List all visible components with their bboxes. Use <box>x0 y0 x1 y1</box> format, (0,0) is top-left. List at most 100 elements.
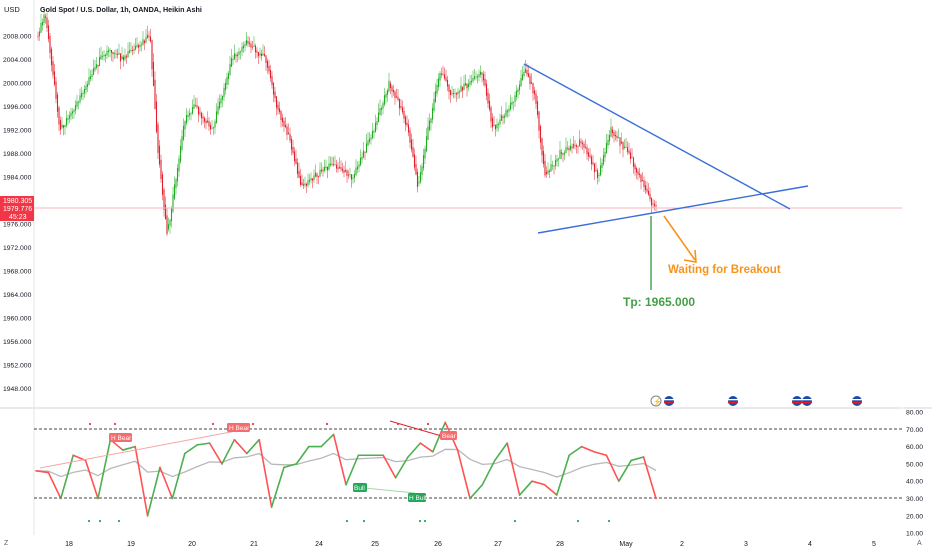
breakout-arrow[interactable] <box>663 215 697 263</box>
event-flags[interactable]: ⚡ <box>650 395 862 407</box>
price-tick-label: 2000.000 <box>3 81 32 88</box>
candle-body <box>160 159 162 180</box>
candle-body <box>58 107 60 125</box>
candle-body <box>166 215 168 235</box>
candle-body <box>211 127 213 129</box>
osc-tick-label: 70.00 <box>906 427 923 434</box>
candle-body <box>389 83 392 88</box>
candle-body <box>370 137 372 140</box>
candle-body <box>428 120 431 130</box>
candle-body <box>44 16 47 18</box>
osc-segment <box>84 459 99 500</box>
candle-body <box>82 93 84 95</box>
candle-body <box>560 152 563 154</box>
candle-body <box>521 74 524 81</box>
candle-body <box>526 70 528 75</box>
candle-body <box>254 45 257 53</box>
time-tick-label: 28 <box>556 541 564 548</box>
candle-body <box>40 22 42 33</box>
us-flag-icon[interactable] <box>802 396 812 406</box>
candle-body <box>137 45 140 48</box>
h-bear-label-1[interactable]: H Bear <box>109 433 132 442</box>
candle-body <box>365 143 368 153</box>
candle-body <box>274 91 276 99</box>
osc-segment <box>221 438 236 465</box>
bear-label[interactable]: Bear <box>440 431 457 440</box>
candle-body <box>212 127 215 129</box>
candle-body <box>533 90 536 95</box>
us-flag-icon[interactable] <box>852 396 862 406</box>
lower-trendline[interactable] <box>537 185 809 234</box>
candle-body <box>197 106 200 115</box>
candle-body <box>310 178 312 181</box>
candle-body <box>424 148 426 159</box>
candle-body <box>271 76 273 85</box>
bull-dot <box>576 519 580 523</box>
candle-body <box>95 64 98 68</box>
candle-body <box>346 170 348 177</box>
candle-body <box>238 51 240 55</box>
corner-label-z[interactable]: Z <box>4 540 9 547</box>
upper-trendline[interactable] <box>523 63 791 210</box>
us-flag-icon[interactable] <box>664 396 674 406</box>
candle-body <box>124 55 126 60</box>
candle-body <box>326 166 329 171</box>
candle-body <box>487 92 489 104</box>
bull-dot <box>423 519 427 523</box>
time-tick-label: May <box>619 541 633 548</box>
candle-body <box>380 108 383 110</box>
osc-signal-dots <box>87 422 611 523</box>
osc-segment <box>506 442 521 496</box>
candle-body <box>499 119 501 125</box>
breakout-annotation[interactable]: Waiting for Breakout <box>668 264 781 276</box>
h-bear-label-2[interactable]: H Bear <box>227 423 250 432</box>
candle-body <box>584 146 587 148</box>
candle-body <box>481 72 483 75</box>
candle-body <box>80 93 83 98</box>
candle-body <box>260 53 263 57</box>
candle-body <box>383 95 386 105</box>
candle-body <box>496 123 498 129</box>
candle-body <box>575 145 578 147</box>
candle-body <box>113 53 116 55</box>
candle-body <box>176 167 179 182</box>
event-icon[interactable] <box>650 395 662 407</box>
candle-body <box>298 171 300 178</box>
candle-body <box>589 155 591 158</box>
candle-body <box>553 165 555 167</box>
price-tick-label: 1960.000 <box>3 316 32 323</box>
corner-label-a[interactable]: A <box>917 540 922 547</box>
osc-segment <box>134 445 149 517</box>
candle-body <box>64 125 66 128</box>
candle-body <box>649 193 651 200</box>
candle-body <box>38 31 41 37</box>
candle-body <box>367 140 369 146</box>
candle-body <box>356 166 359 170</box>
time-tick-label: 3 <box>744 541 748 548</box>
candle-body <box>188 113 191 116</box>
us-flag-icon[interactable] <box>728 396 738 406</box>
candle-body <box>136 44 138 47</box>
osc-segment <box>320 433 335 448</box>
candle-body <box>349 174 351 175</box>
candle-body <box>161 174 164 195</box>
candle-body <box>532 83 534 94</box>
candle-body <box>610 127 612 137</box>
candle-body <box>125 56 128 58</box>
candle-body <box>191 107 194 114</box>
candle-body <box>184 121 186 130</box>
bull-label[interactable]: Bull <box>353 483 367 492</box>
svg-text:H Bull: H Bull <box>409 495 427 502</box>
price-tick-label: 1948.000 <box>3 386 32 393</box>
candle-body <box>217 106 219 115</box>
tp-annotation[interactable]: Tp: 1965.000 <box>623 295 695 309</box>
svg-text:Bull: Bull <box>354 485 365 492</box>
price-tick-label: 1952.000 <box>3 363 32 370</box>
candle-body <box>311 178 314 181</box>
h-bull-label[interactable]: H Bull <box>408 493 427 502</box>
candle-body <box>70 112 72 117</box>
candle-body <box>566 147 569 149</box>
candle-body <box>227 73 230 80</box>
svg-text:H Bear: H Bear <box>229 425 250 432</box>
us-flag-icon[interactable] <box>792 396 802 406</box>
